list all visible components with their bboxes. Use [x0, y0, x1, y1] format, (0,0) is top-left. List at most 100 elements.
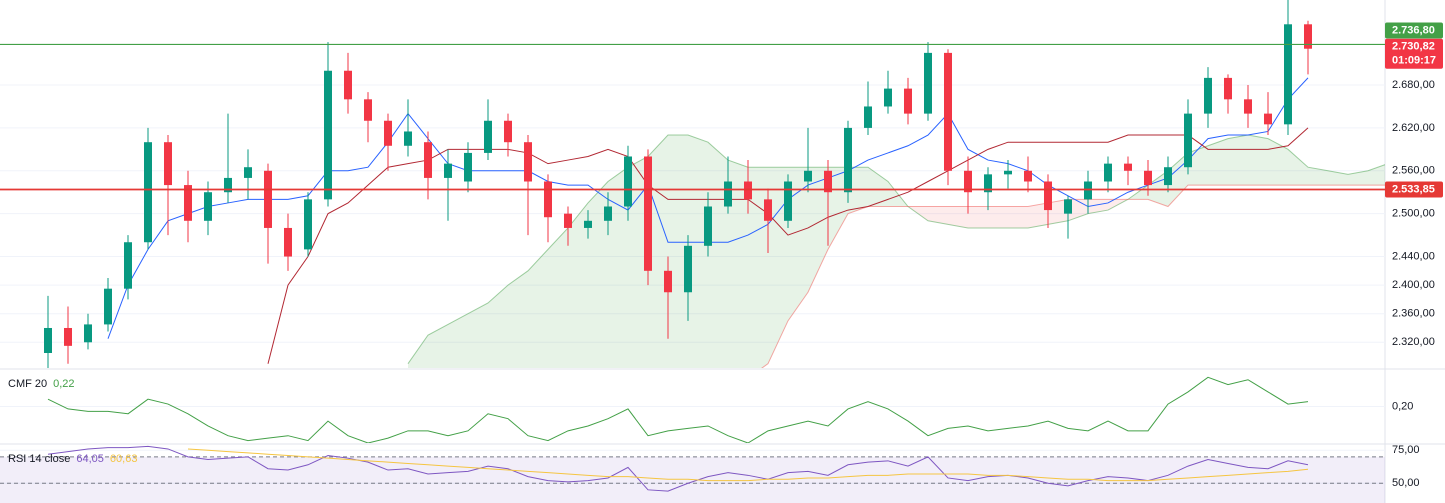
candle-body — [504, 120, 512, 143]
candle-body — [304, 199, 312, 250]
candle-body — [64, 327, 72, 346]
cloud-segment — [1028, 202, 1048, 228]
candle-body — [744, 181, 752, 200]
candle-body — [284, 227, 292, 257]
panel — [0, 376, 1385, 443]
candle-body — [484, 120, 492, 153]
candle-body — [804, 170, 812, 182]
cloud-segment — [1348, 170, 1368, 186]
y-tick-label: 2.560,00 — [1392, 165, 1435, 177]
cloud-segment — [928, 206, 948, 225]
cloud-segment — [668, 135, 688, 368]
cloud-segment — [1308, 167, 1328, 186]
y-tick-label: 50,00 — [1392, 477, 1420, 489]
cloud-segment — [1088, 199, 1108, 214]
y-tick-label: 2.320,00 — [1392, 336, 1435, 348]
candle-body — [724, 181, 732, 207]
candle-body — [844, 127, 852, 193]
candle-body — [524, 142, 532, 182]
candle-body — [1004, 170, 1012, 175]
y-tick-label: 2.400,00 — [1392, 279, 1435, 291]
cloud-segment — [1208, 138, 1228, 186]
candle-body — [584, 220, 592, 228]
cloud-segment — [808, 167, 828, 293]
cloud-segment — [828, 167, 848, 250]
cloud-segment — [488, 285, 508, 368]
cloud-segment — [988, 206, 1008, 228]
candle-body — [964, 170, 972, 193]
cloud-segment — [1048, 199, 1068, 225]
cloud-segment — [408, 335, 428, 368]
candle-body — [364, 99, 372, 121]
candle-body — [384, 120, 392, 146]
cloud-segment — [548, 227, 568, 368]
indicator-line — [267, 127, 1309, 364]
cloud-segment — [848, 167, 868, 214]
candle-body — [184, 185, 192, 221]
cloud-segment — [1248, 135, 1268, 186]
candle-body — [44, 327, 52, 353]
candle-body — [1124, 163, 1132, 171]
price-level-label: 2.736,80 — [1392, 24, 1435, 36]
candle-body — [544, 181, 552, 218]
candle-body — [1044, 181, 1052, 211]
candle-body — [1104, 163, 1112, 182]
candle-body — [144, 142, 152, 243]
cloud-segment — [1228, 135, 1248, 186]
y-tick-label: 2.680,00 — [1392, 79, 1435, 91]
cloud-segment — [608, 167, 628, 368]
cloud-segment — [1268, 138, 1288, 186]
y-tick-label: 75,00 — [1392, 444, 1420, 456]
candle-body — [464, 152, 472, 182]
cloud-segment — [648, 135, 668, 368]
cloud-segment — [748, 167, 768, 368]
y-tick-label: 0,20 — [1392, 400, 1413, 412]
candle-body — [1144, 170, 1152, 186]
price-level-box — [1385, 181, 1443, 198]
indicator-line — [47, 376, 1309, 443]
candle-body — [264, 170, 272, 228]
candle-body — [84, 324, 92, 343]
cloud-segment — [568, 202, 588, 368]
cloud-span-b — [761, 184, 1385, 368]
candle-body — [224, 177, 232, 193]
candle-body — [824, 170, 832, 193]
cloud-segment — [768, 167, 788, 364]
indicator-line — [47, 445, 1309, 492]
candle-body — [764, 199, 772, 221]
candle-body — [1204, 77, 1212, 114]
panel — [0, 0, 1385, 368]
y-tick-label: 2.440,00 — [1392, 250, 1435, 262]
last-price-label: 2.730,82 — [1392, 41, 1435, 53]
cloud-segment — [628, 156, 648, 368]
candle-body — [704, 206, 712, 246]
legend-name: CMF 20 — [8, 378, 47, 390]
legend-name: RSI 14 close — [8, 453, 70, 465]
candle-body — [1264, 113, 1272, 125]
price-level-label: 2.533,85 — [1392, 183, 1435, 195]
cloud-segment — [508, 270, 528, 368]
cloud-segment — [688, 135, 708, 368]
candle-body — [324, 70, 332, 200]
y-tick-label: 2.500,00 — [1392, 208, 1435, 220]
cloud-segment — [788, 167, 808, 321]
candle-body — [984, 174, 992, 193]
cloud-segment — [448, 313, 468, 368]
legend-value: 64,05 — [76, 453, 104, 465]
candle-body — [104, 288, 112, 325]
candle-body — [684, 245, 692, 293]
candle-body — [1024, 170, 1032, 182]
cloud-segment — [868, 167, 888, 207]
cloud-segment — [428, 324, 448, 368]
y-tick-label: 2.620,00 — [1392, 122, 1435, 134]
cloud-segment — [968, 206, 988, 228]
candle-body — [624, 156, 632, 207]
candle-body — [904, 88, 912, 114]
legend-value: 0,22 — [53, 378, 74, 390]
candle-body — [924, 52, 932, 114]
indicator-line — [187, 448, 1309, 482]
candle-body — [1084, 181, 1092, 200]
price-level-box — [1385, 22, 1443, 39]
candle-body — [604, 206, 612, 221]
cloud-segment — [1008, 206, 1028, 228]
